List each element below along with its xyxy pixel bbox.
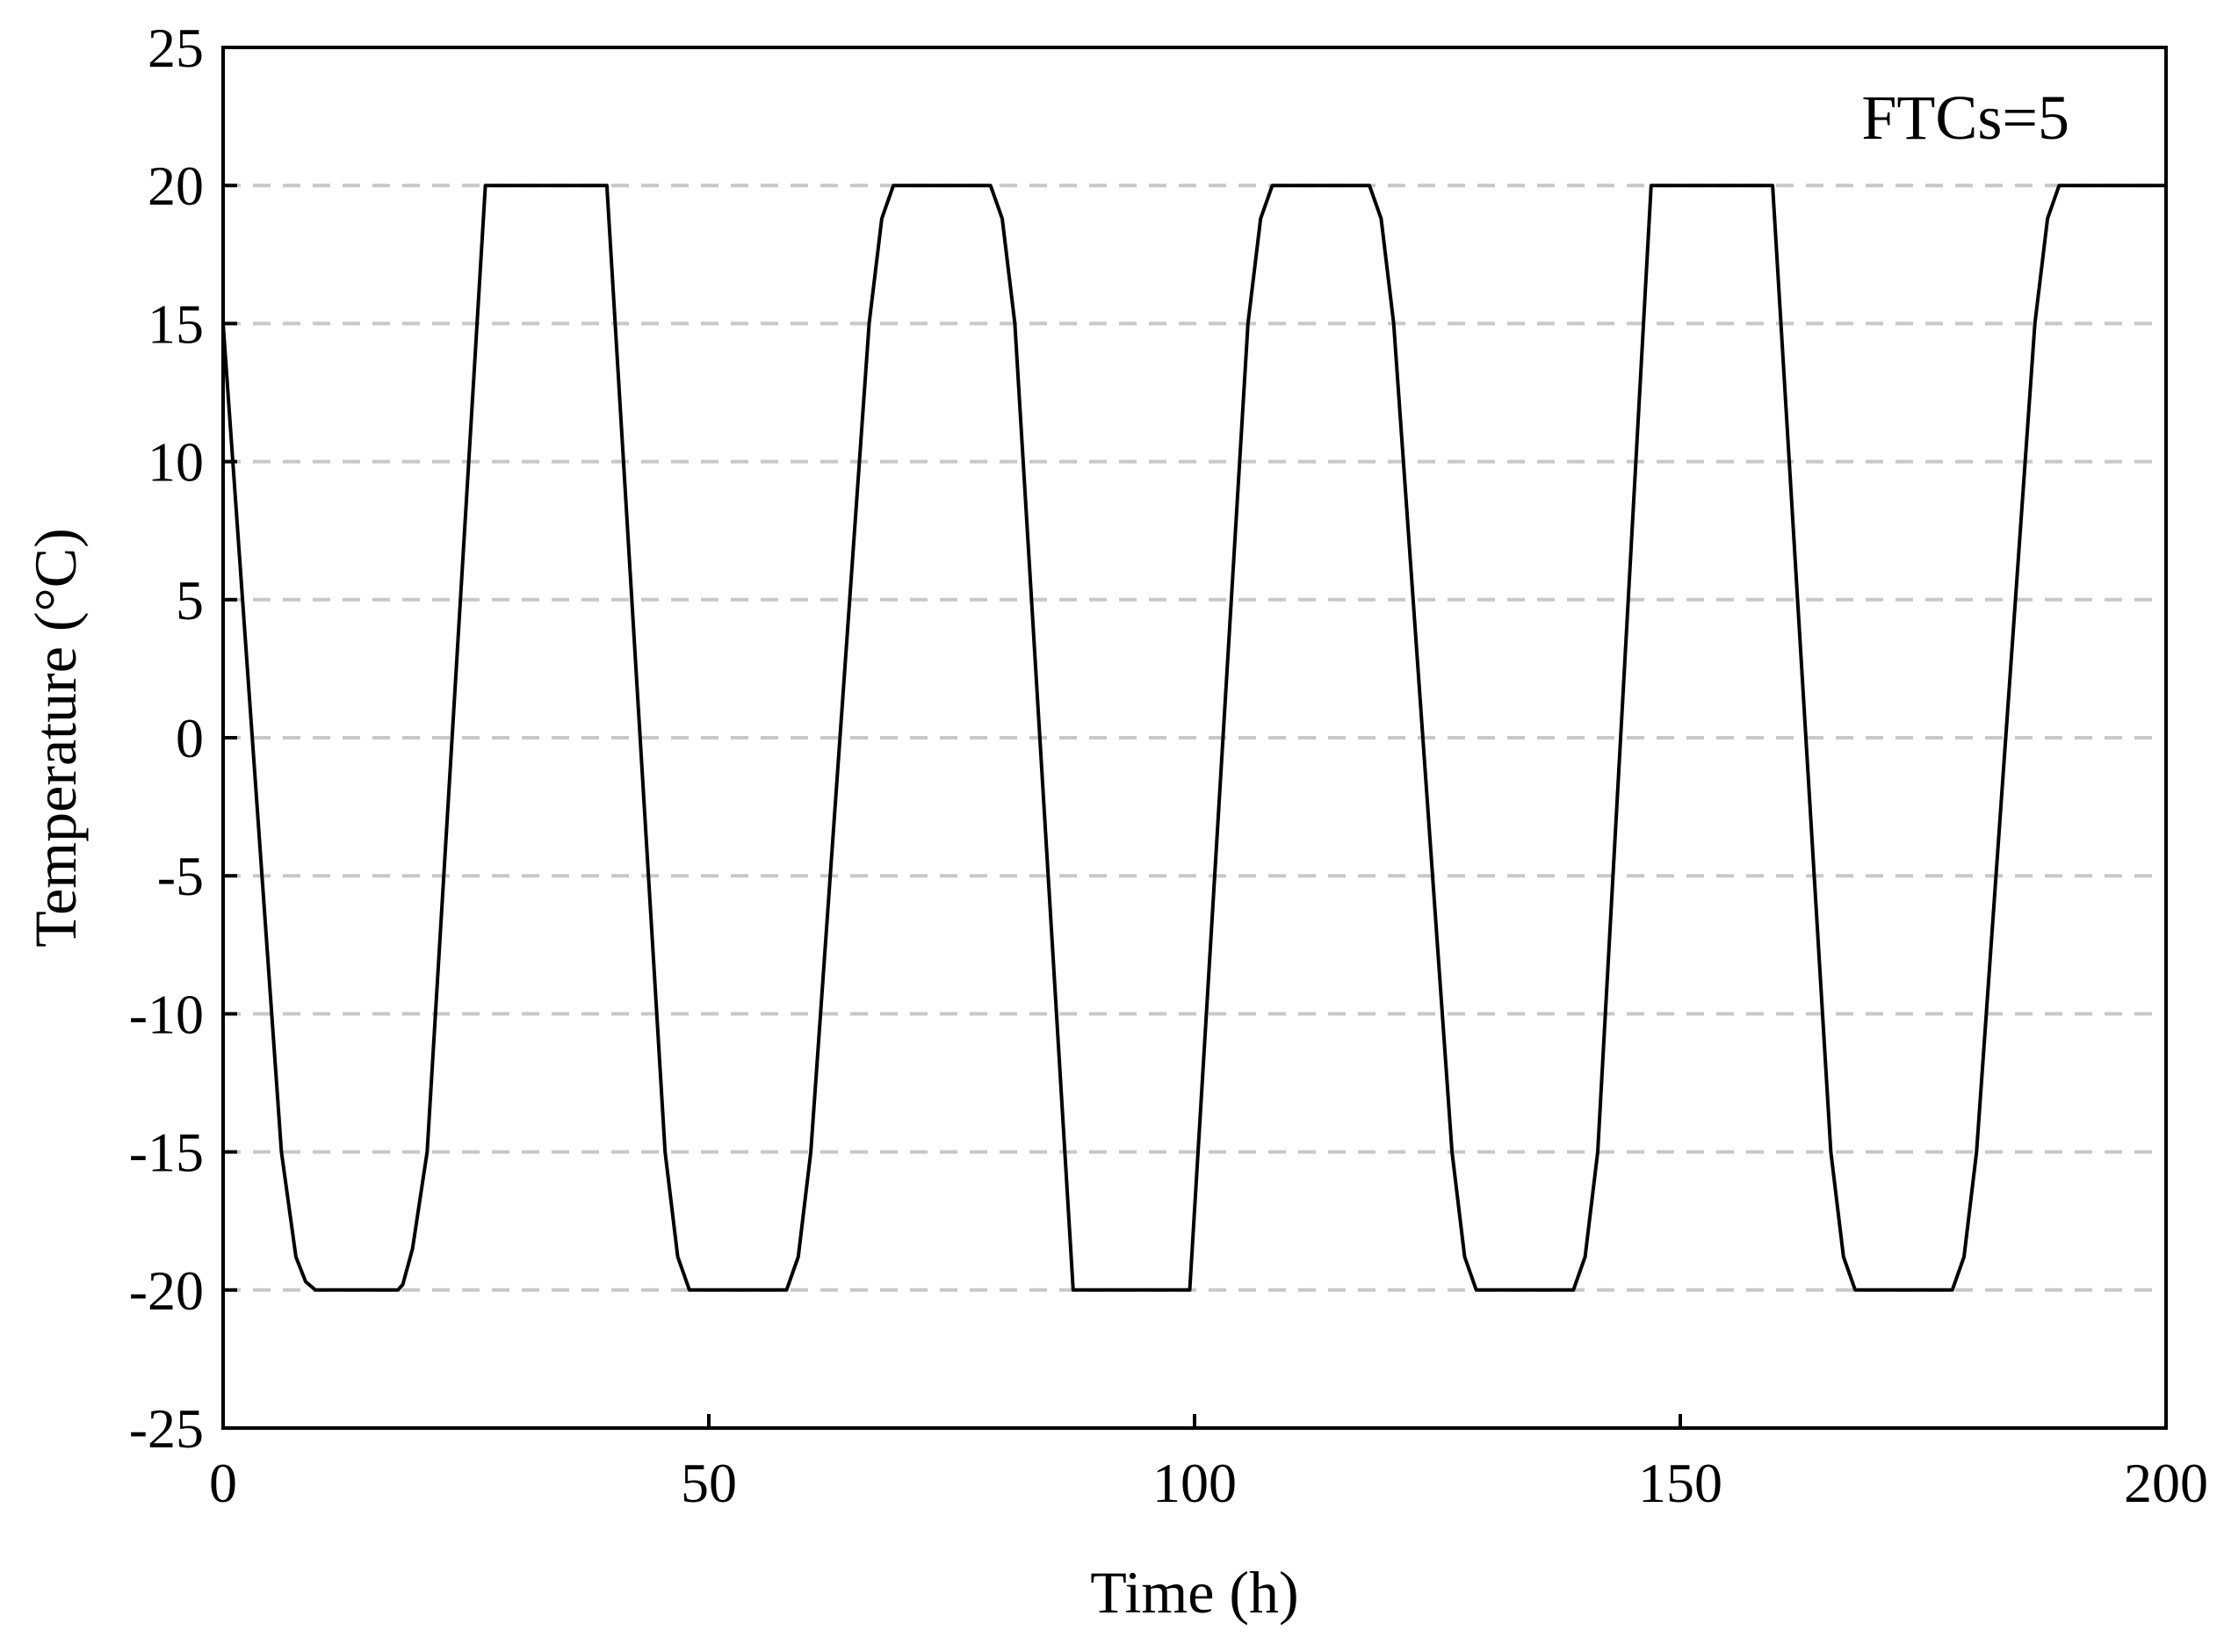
ftcs-annotation: FTCs=5 — [1861, 83, 2069, 153]
y-tick-label: -25 — [129, 1397, 204, 1460]
x-tick-label: 200 — [2124, 1452, 2208, 1514]
y-tick-label: 0 — [176, 707, 204, 769]
y-tick-label: 10 — [148, 431, 204, 494]
y-axis-title: Temperature (°C) — [22, 528, 89, 947]
y-tick-label: 20 — [148, 155, 204, 217]
y-tick-label: -20 — [129, 1259, 204, 1322]
x-tick-label: 50 — [681, 1452, 737, 1514]
y-axis-tick-labels: 25 20 15 10 5 0 -5 -10 -15 -20 -25 — [129, 17, 204, 1460]
y-tick-label: -15 — [129, 1122, 204, 1184]
y-tick-label: -5 — [157, 845, 204, 907]
y-tick-label: -10 — [129, 983, 204, 1045]
x-tick-label: 150 — [1638, 1452, 1722, 1514]
x-tick-label: 0 — [209, 1452, 237, 1514]
x-axis-tick-labels: 0 50 100 150 200 — [209, 1452, 2208, 1514]
y-tick-label: 15 — [148, 292, 204, 355]
y-tick-label: 5 — [176, 569, 204, 631]
gridlines — [223, 184, 2166, 1292]
x-tick-label: 100 — [1152, 1452, 1237, 1514]
axis-ticks — [221, 46, 2168, 1430]
series-layer — [221, 184, 2166, 1292]
x-axis-title: Time (h) — [1090, 1559, 1298, 1626]
temperature-series-line — [221, 184, 2166, 1292]
y-tick-label: 25 — [148, 17, 204, 79]
